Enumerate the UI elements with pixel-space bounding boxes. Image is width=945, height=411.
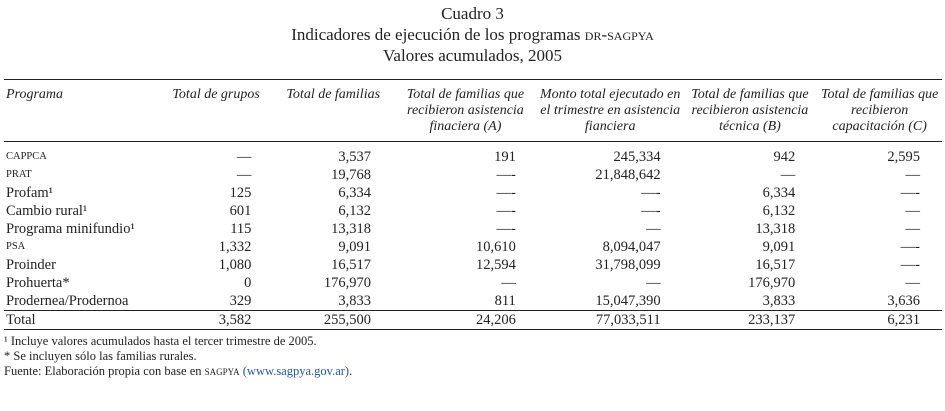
table-row: Proinder 1,080 16,517 12,594 31,798,099 16,51… [4, 256, 942, 274]
table-cell: — [905, 221, 921, 237]
program-name: Cambio rural¹ [6, 203, 88, 219]
table-cell: 77,033,511 [537, 310, 683, 330]
table-cell: — [501, 275, 516, 291]
program-name: Prodernea/Prodernoa [6, 293, 129, 309]
table-cell: 329 [229, 293, 252, 309]
table-cell: 3,582 [158, 310, 274, 330]
document: Cuadro 3 Indicadores de ejecución de los… [0, 3, 945, 379]
table-cell: —- [496, 221, 516, 237]
table-cell: —- [496, 185, 516, 201]
table-cell: 115 [230, 221, 252, 237]
table-cell: 176,970 [748, 275, 796, 291]
table-cell: 15,047,390 [595, 293, 661, 309]
table-cell: 16,517 [331, 257, 372, 273]
column-header: Total de familias que recibieron asisten… [682, 79, 818, 142]
program-name: Total [4, 310, 159, 330]
table-cell: 245,334 [613, 149, 661, 165]
table-cell: 942 [773, 149, 796, 165]
program-name: PRAT [6, 169, 32, 180]
table-cell: 13,318 [331, 221, 372, 237]
table-cell: 3,833 [762, 293, 796, 309]
table-cell: 9,091 [762, 239, 796, 255]
column-header: Total de familias que recibieron capacit… [817, 79, 942, 142]
table-cell: —- [900, 257, 920, 273]
data-table: Programa Total de grupos Total de familias… [4, 79, 942, 330]
table-row: PRAT — 19,768 —- 21,848,642 — — [4, 166, 942, 184]
table-cell: 3,833 [338, 293, 372, 309]
table-cell: 1,332 [218, 239, 252, 255]
title-line3: Valores acumulados, 2005 [383, 46, 562, 65]
column-header: Total de familias que recibieron asisten… [393, 79, 538, 142]
table-row: Prodernea/Prodernoa 329 3,833 811 15,047,390… [4, 292, 942, 311]
table-cell: 13,318 [755, 221, 796, 237]
table-row: Total 3,582 255,500 24,206 77,033,511 233,137… [4, 310, 942, 330]
source-note: Fuente: Elaboración propia con base en S… [4, 364, 353, 378]
table-cell: — [646, 221, 661, 237]
table-cell: —- [900, 185, 920, 201]
table-cell: 19,768 [331, 167, 372, 183]
footnotes: ¹ Incluye valores acumulados hasta el te… [4, 334, 941, 379]
table-row: Profam¹ 125 6,334 —- —- 6,334 —- [4, 184, 942, 202]
table-cell: 191 [494, 149, 516, 165]
table-cell: 9,091 [338, 239, 372, 255]
table-cell: — [236, 167, 252, 183]
table-cell: 233,137 [682, 310, 818, 330]
table-cell: 6,231 [817, 310, 942, 330]
column-header: Monto total ejecutado en el trimestre en… [537, 79, 683, 142]
table-cell: —- [900, 239, 920, 255]
column-header: Total de familias [273, 79, 394, 142]
table-row: PSA 1,332 9,091 10,610 8,094,047 9,091 —- [4, 238, 942, 256]
table-cell: —- [641, 203, 661, 219]
table-row: CAPPCA — 3,537 191 245,334 942 2,595 [4, 142, 942, 167]
program-name: Programa minifundio¹ [6, 221, 135, 237]
table-cell: 10,610 [475, 239, 516, 255]
source-link[interactable]: (www.sagpya.gov.ar) [242, 364, 350, 378]
table-cell: 8,094,047 [602, 239, 661, 255]
table-row: Programa minifundio¹ 115 13,318 —- — 13,318 — [4, 220, 942, 238]
table-cell: 16,517 [755, 257, 796, 273]
program-name: Proinder [6, 257, 56, 273]
column-header: Programa [4, 79, 159, 142]
table-cell: 12,594 [475, 257, 516, 273]
table-cell: 21,848,642 [595, 167, 661, 183]
program-name: Prohuerta* [6, 275, 70, 291]
table-cell: — [780, 167, 796, 183]
table-cell: 6,132 [762, 203, 796, 219]
table-cell: 24,206 [393, 310, 538, 330]
title-line1: Cuadro 3 [441, 4, 504, 23]
table-cell: 6,132 [338, 203, 372, 219]
table-cell: —- [641, 185, 661, 201]
table-cell: 601 [229, 203, 252, 219]
footnote-1: ¹ Incluye valores acumulados hasta el te… [4, 334, 317, 348]
table-cell: 1,080 [218, 257, 252, 273]
table-cell: 176,970 [323, 275, 372, 291]
table-cell: 3,636 [887, 293, 920, 309]
program-name: PSA [6, 241, 26, 252]
table-cell: — [905, 167, 921, 183]
program-name: Profam¹ [6, 185, 54, 201]
table-cell: — [905, 203, 921, 219]
table-cell: 3,537 [338, 149, 372, 165]
table-cell: —- [496, 167, 516, 183]
table-cell: — [905, 275, 921, 291]
table-row: Prohuerta* 0 176,970 — — 176,970 — [4, 274, 942, 292]
table-cell: 2,595 [887, 149, 920, 165]
table-row: Cambio rural¹ 601 6,132 —- —- 6,132 — [4, 202, 942, 220]
table-cell: 6,334 [338, 185, 372, 201]
table-cell: 255,500 [273, 310, 394, 330]
table-cell: 811 [494, 293, 516, 309]
footnote-2: * Se incluyen sólo las familias rurales. [4, 349, 197, 363]
table-cell: 6,334 [762, 185, 796, 201]
table-cell: 0 [244, 275, 252, 291]
title-line2: Indicadores de ejecución de los programa… [291, 25, 654, 44]
table-cell: —- [496, 203, 516, 219]
table-cell: 31,798,099 [595, 257, 661, 273]
table-title: Cuadro 3 Indicadores de ejecución de los… [4, 3, 941, 66]
table-cell: — [646, 275, 661, 291]
table-cell: 125 [229, 185, 252, 201]
program-name: CAPPCA [6, 151, 47, 162]
table-cell: — [236, 149, 252, 165]
column-header: Total de grupos [158, 79, 274, 142]
